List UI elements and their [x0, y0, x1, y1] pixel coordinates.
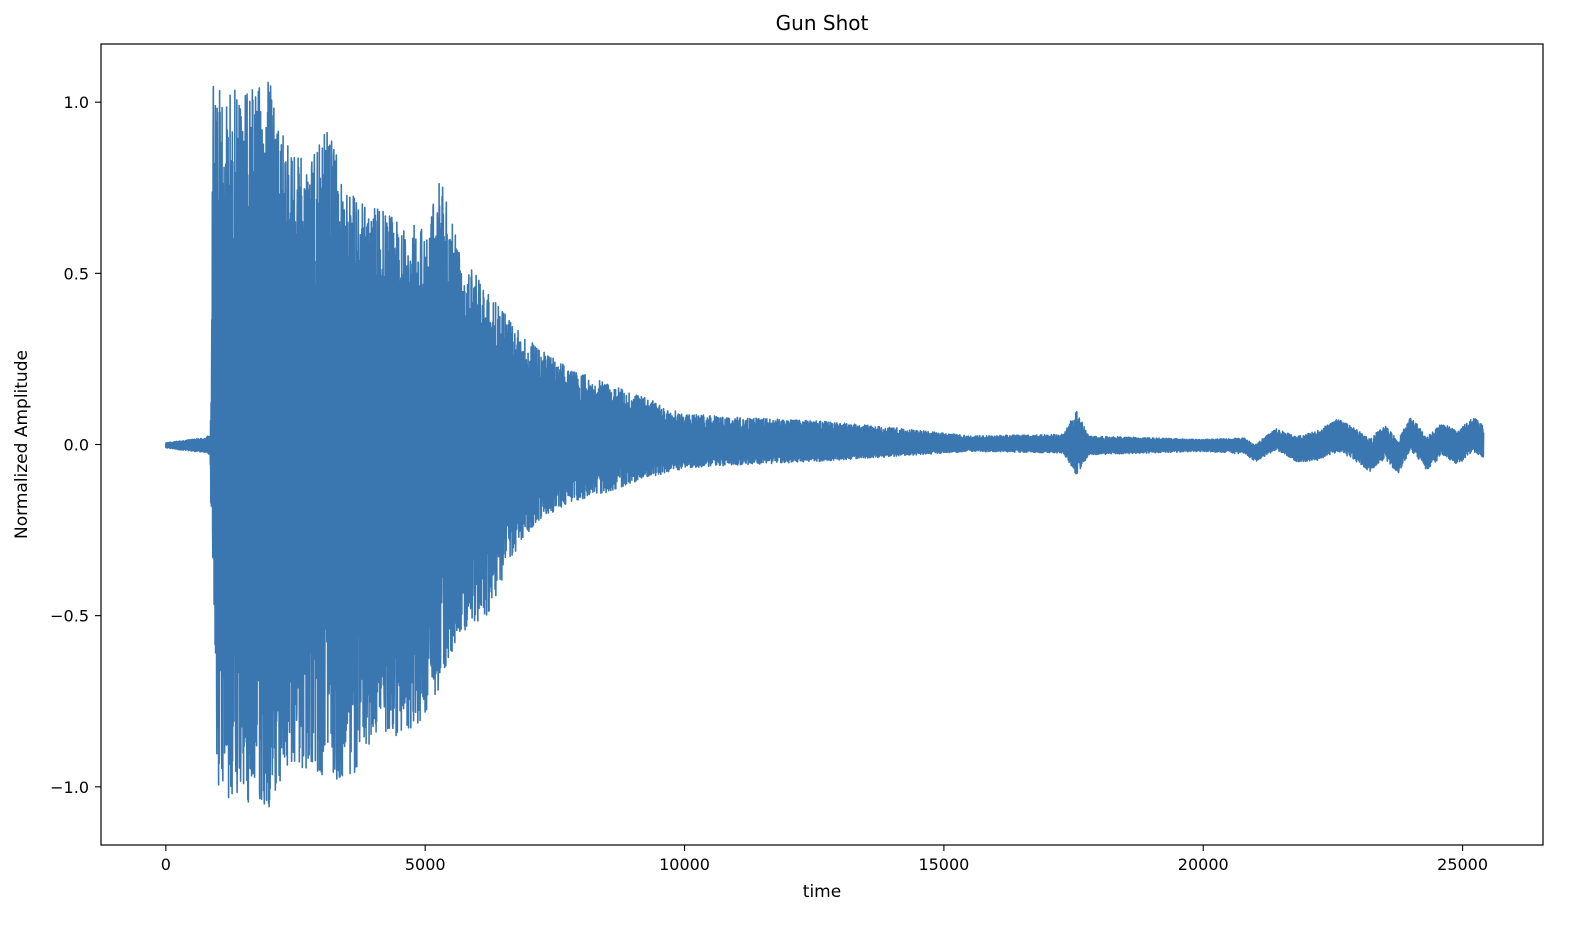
- y-tick-label: 0.0: [64, 436, 89, 455]
- x-tick-label: 20000: [1178, 855, 1229, 874]
- y-tick-label: −0.5: [50, 607, 89, 626]
- y-axis: 1.0 0.5 0.0 −0.5 −1.0: [50, 93, 101, 797]
- x-tick-label: 25000: [1437, 855, 1488, 874]
- y-tick-label: 0.5: [64, 264, 89, 283]
- x-axis-label: time: [803, 882, 841, 902]
- x-tick-label: 10000: [659, 855, 710, 874]
- plot-area: [165, 81, 1485, 808]
- waveform-series-line: [165, 81, 1485, 808]
- chart-title: Gun Shot: [776, 11, 869, 35]
- y-tick-label: −1.0: [50, 778, 89, 797]
- x-axis: 0 5000 10000 15000 20000 25000: [161, 845, 1488, 874]
- x-tick-label: 5000: [405, 855, 446, 874]
- y-tick-label: 1.0: [64, 93, 89, 112]
- y-axis-label: Normalized Amplitude: [12, 350, 32, 539]
- x-tick-label: 0: [161, 855, 171, 874]
- x-tick-label: 15000: [918, 855, 969, 874]
